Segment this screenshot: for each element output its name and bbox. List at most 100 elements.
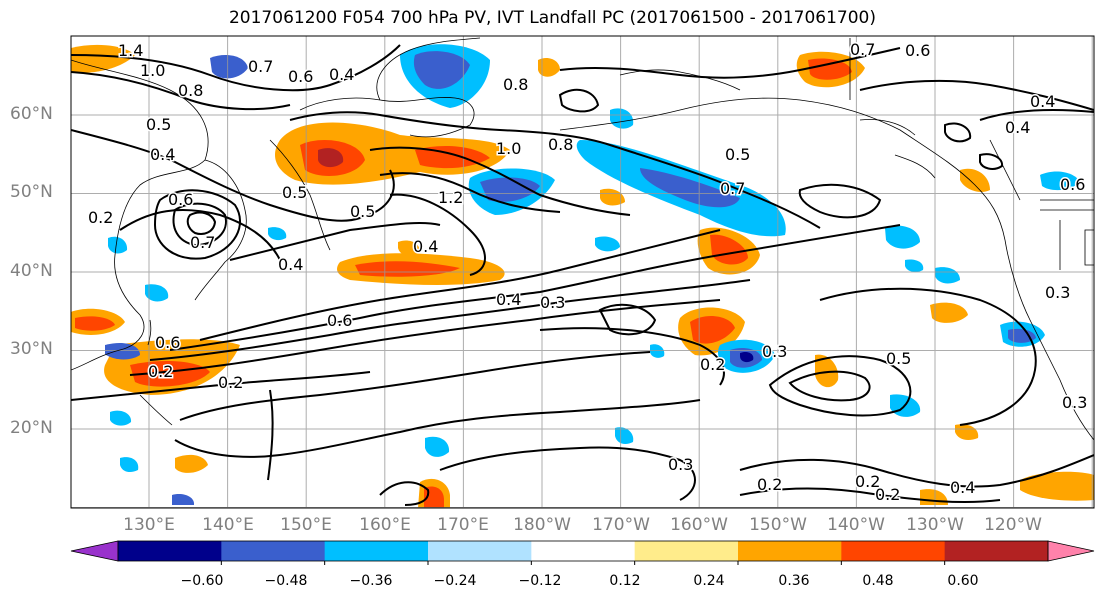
colorbar-segment	[944, 541, 1049, 561]
pos-anomaly-patch	[71, 44, 135, 73]
contour-labels: 1.41.0 0.70.60.80.40.80.50.40.60.70.20.50…	[87, 39, 1089, 506]
lat-label: 20°N	[10, 418, 53, 438]
lon-label: 140°E	[202, 515, 254, 535]
contour-label: 0.5	[725, 145, 750, 164]
pos-anomaly-patch	[538, 58, 560, 77]
colorbar-tick-label: −0.60	[180, 573, 224, 589]
colorbar-segment	[221, 541, 326, 561]
pos-anomaly-patch	[600, 188, 625, 206]
lon-label: 150°E	[280, 515, 332, 535]
neg-anomaly-patch	[650, 344, 665, 358]
graticule	[71, 36, 1094, 508]
lat-label: 40°N	[10, 261, 53, 281]
pos-anomaly-patch	[815, 354, 839, 388]
colorbar-frame	[117, 540, 1049, 562]
contour-label: 0.4	[496, 290, 521, 309]
contour-label: 0.7	[850, 40, 875, 59]
contour-line	[739, 454, 1094, 488]
lon-label: 140°W	[827, 515, 885, 535]
coastline	[299, 97, 475, 138]
contour-line	[439, 446, 696, 501]
contour-line	[229, 221, 441, 261]
contour-label: 0.5	[282, 183, 307, 202]
pos-anomaly-patch	[1020, 471, 1094, 501]
coastlines	[71, 37, 1094, 441]
contour-label: 0.3	[762, 342, 787, 361]
colorbar-segment	[324, 541, 429, 561]
contour-line	[369, 146, 631, 216]
pv-anomaly-fills	[71, 44, 1094, 508]
neg-anomaly-patch	[105, 343, 140, 360]
neg-anomaly-patch	[595, 236, 620, 252]
neg-anomaly-patch	[1040, 171, 1080, 191]
contour-line	[819, 287, 1037, 426]
pos-anomaly-patch	[930, 302, 968, 323]
contour-label: 0.8	[503, 75, 528, 94]
pos-anomaly-patch	[710, 234, 748, 265]
pos-anomaly-patch	[130, 360, 210, 387]
contour-line	[558, 88, 600, 113]
contour-line	[172, 202, 227, 247]
contour-line	[768, 355, 912, 417]
coastline	[859, 119, 936, 179]
lat-label: 50°N	[10, 182, 53, 202]
contour-label: 0.3	[1062, 393, 1087, 412]
contour-line	[71, 371, 371, 401]
lon-label: 150°W	[749, 515, 807, 535]
neg-anomaly-patch	[480, 177, 540, 202]
contour-label: 0.8	[178, 81, 203, 100]
contour-label: 0.3	[1045, 283, 1070, 302]
colorbar	[70, 540, 1095, 565]
contour-label: 0.4	[329, 65, 354, 84]
contour-line	[598, 303, 657, 336]
contour-label: 0.2	[855, 472, 880, 491]
contour-line	[944, 122, 972, 143]
pos-anomaly-patch	[355, 261, 460, 277]
coastline	[559, 97, 1006, 241]
neg-anomaly-patch	[413, 51, 470, 89]
contour-label: 0.7	[190, 233, 215, 252]
colorbar-tick-label: 0.36	[778, 573, 810, 589]
contour-label: 0.6	[905, 41, 930, 60]
contour-line	[798, 183, 882, 219]
pv-contours	[71, 44, 1094, 506]
coastline	[194, 159, 247, 301]
contour-label: 0.2	[875, 485, 900, 504]
contour-label: 0.6	[1060, 175, 1085, 194]
neg-anomaly-patch	[268, 227, 287, 241]
neg-anomaly-patch	[1008, 328, 1036, 343]
lon-label: 170°W	[592, 515, 650, 535]
colorbar-segment	[738, 541, 842, 561]
neg-anomaly-patch	[905, 259, 924, 273]
lat-label: 30°N	[10, 339, 53, 359]
coastline	[849, 38, 1094, 270]
pos-anomaly-patch	[318, 148, 344, 168]
map-frame	[70, 35, 1095, 509]
neg-anomaly-patch	[210, 55, 248, 79]
contour-label: 0.4	[150, 145, 175, 164]
contour-line	[153, 189, 241, 260]
coastline	[619, 69, 741, 91]
contour-label: 1.4	[118, 41, 143, 60]
coastline	[269, 139, 331, 251]
neg-anomaly-patch	[145, 284, 169, 302]
contour-label: 0.7	[720, 179, 745, 198]
neg-anomaly-patch	[110, 410, 132, 426]
contour-label: 0.3	[668, 455, 693, 474]
contour-line	[289, 111, 821, 229]
colorbar-tick-label: 0.60	[947, 573, 979, 589]
colorbar-tick-label: 0.12	[609, 573, 641, 589]
contour-label: 0.4	[278, 255, 303, 274]
contour-line	[149, 279, 751, 361]
contour-label: 0.2	[88, 208, 113, 227]
colorbar-tick-label: 0.48	[862, 573, 894, 589]
lon-label: 160°E	[359, 515, 411, 535]
neg-anomaly-patch	[640, 168, 740, 208]
contour-label: 0.6	[327, 311, 352, 330]
lon-label: 120°W	[984, 515, 1042, 535]
contour-line	[71, 71, 291, 111]
colorbar-tick-label: 0.24	[693, 573, 725, 589]
contour-line	[739, 487, 1001, 504]
contour-line	[129, 299, 721, 376]
neg-anomaly-patch	[108, 236, 128, 254]
